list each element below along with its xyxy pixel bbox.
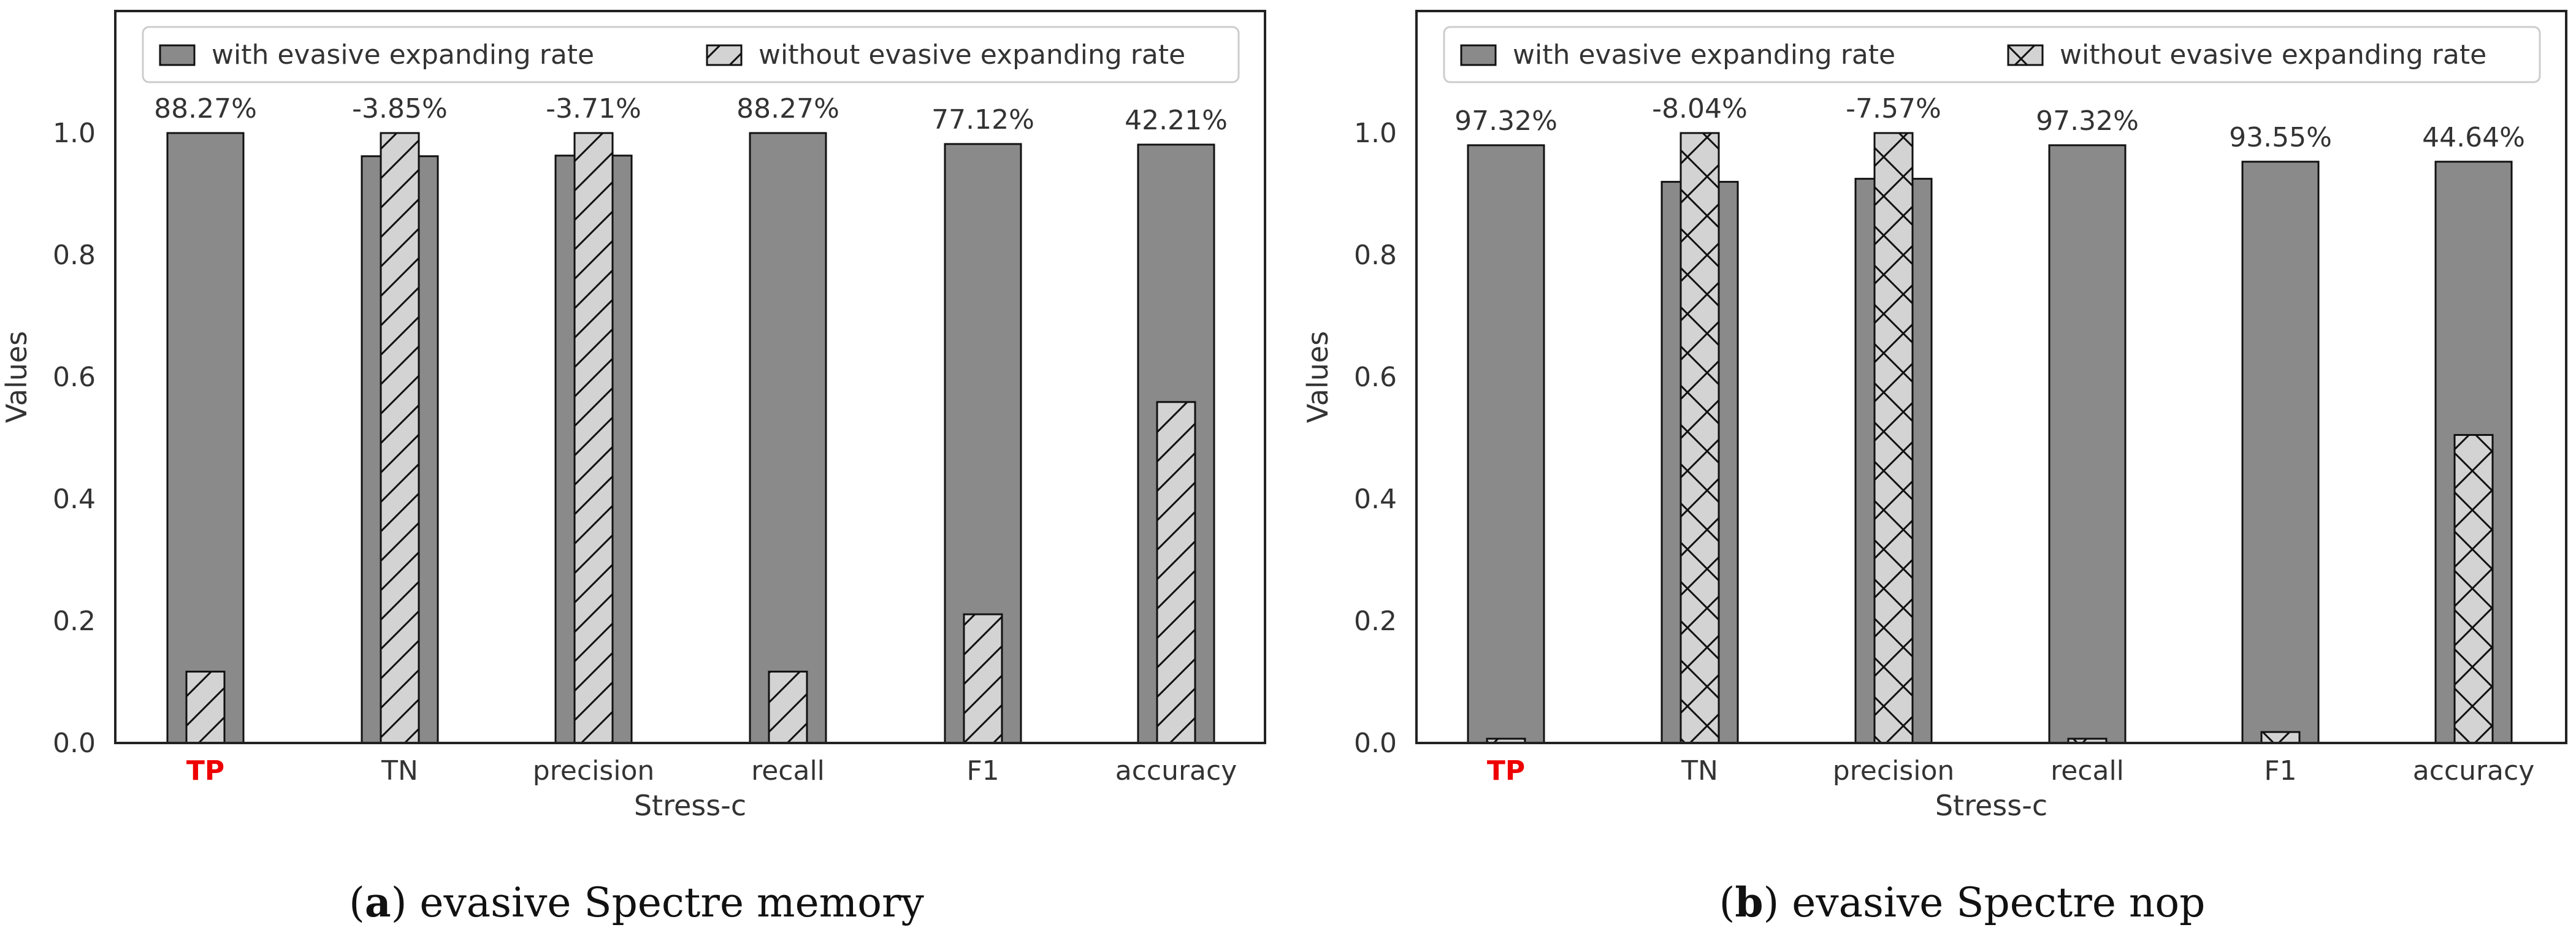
y-tick-label: 0.0: [1354, 728, 1397, 759]
y-tick-label: 0.2: [1354, 606, 1397, 637]
bar-without-accuracy: [1156, 401, 1196, 744]
y-tick-label: 0.6: [53, 362, 96, 393]
bar-label-F1: 93.55%: [2229, 122, 2332, 153]
bar-without-accuracy: [2453, 434, 2494, 744]
x-tick-label-TP: TP: [1487, 755, 1525, 787]
y-tick-label: 0.4: [53, 484, 96, 515]
caption-letter: a: [365, 878, 391, 926]
caption-description: ) evasive Spectre memory: [391, 879, 925, 926]
caption-open: (: [349, 879, 365, 926]
x-tick-label-F1: F1: [2264, 755, 2296, 787]
x-tick-label-precision: precision: [533, 755, 655, 787]
bar-without-TP: [185, 671, 226, 744]
x-tick-label-TN: TN: [381, 755, 418, 787]
bar-label-recall: 97.32%: [2036, 105, 2139, 137]
legend-label-with: with evasive expanding rate: [1513, 39, 1895, 70]
bar-without-TN: [1680, 132, 1720, 744]
legend-box: [142, 26, 1240, 83]
legend-label-with: with evasive expanding rate: [212, 39, 594, 70]
x-tick-label-precision: precision: [1833, 755, 1955, 787]
bar-label-precision: -7.57%: [1846, 93, 1941, 124]
bar-label-accuracy: 44.64%: [2422, 122, 2525, 153]
x-tick-label-TP: TP: [186, 755, 224, 787]
chart-panel-a: 88.27% TP -3.85% TN -3.71% precision 88.27% rec…: [0, 10, 1266, 926]
x-tick-label-accuracy: accuracy: [2413, 755, 2535, 787]
x-tick-label-recall: recall: [2050, 755, 2124, 787]
bar-label-TN: -8.04%: [1652, 93, 1748, 124]
x-axis-label: Stress-c: [1935, 789, 2047, 822]
axes-frame: [114, 10, 1266, 744]
bar-with-TP: [166, 132, 245, 744]
legend-swatch-with: [1460, 44, 1497, 66]
y-tick-label: 0.8: [53, 240, 96, 271]
bar-without-F1: [963, 613, 1003, 744]
caption-letter: b: [1735, 878, 1763, 926]
bar-label-recall: 88.27%: [736, 93, 839, 124]
x-axis-label: Stress-c: [634, 789, 746, 822]
legend-label-without: without evasive expanding rate: [2060, 39, 2486, 70]
axes-frame: [1415, 10, 2567, 744]
bar-label-TN: -3.85%: [352, 93, 448, 124]
y-tick-label: 0.8: [1354, 240, 1397, 271]
bar-with-F1: [2241, 161, 2320, 744]
legend-label-without: without evasive expanding rate: [759, 39, 1185, 70]
caption-open: (: [1719, 879, 1735, 926]
legend-swatch-with: [159, 44, 196, 66]
y-tick-label: 0.4: [1354, 484, 1397, 515]
bar-without-precision: [573, 132, 614, 744]
bar-without-TN: [380, 132, 420, 744]
bar-with-TP: [1467, 144, 1545, 744]
bar-label-accuracy: 42.21%: [1125, 105, 1228, 136]
legend-box: [1443, 26, 2541, 83]
y-axis-label: Values: [1301, 331, 1334, 423]
caption-description: ) evasive Spectre nop: [1764, 879, 2206, 926]
chart-panel-b: 97.32% TP -8.04% TN -7.57% precision 97.32% rec…: [1301, 10, 2567, 926]
bar-without-recall: [768, 671, 808, 744]
figure-caption: (a) evasive Spectre memory: [349, 878, 924, 926]
bar-label-TP: 97.32%: [1454, 105, 1557, 137]
y-tick-label: 0.6: [1354, 362, 1397, 393]
bar-without-precision: [1873, 132, 1914, 744]
x-tick-label-F1: F1: [966, 755, 999, 787]
bar-without-F1: [2260, 731, 2301, 744]
y-tick-label: 0.2: [53, 606, 96, 637]
y-tick-label: 1.0: [53, 118, 96, 149]
bar-with-recall: [2048, 144, 2127, 744]
figure-caption: (b) evasive Spectre nop: [1719, 878, 2206, 926]
y-tick-label: 0.0: [53, 728, 96, 759]
bar-with-recall: [749, 132, 827, 744]
y-axis-label: Values: [0, 331, 33, 423]
bar-label-F1: 77.12%: [931, 104, 1034, 135]
bar-label-precision: -3.71%: [546, 93, 641, 124]
bar-label-TP: 88.27%: [154, 93, 257, 124]
x-tick-label-accuracy: accuracy: [1115, 755, 1237, 787]
legend-swatch-without: [2007, 44, 2044, 66]
bar-with-F1: [944, 143, 1022, 744]
x-tick-label-TN: TN: [1681, 755, 1718, 787]
x-tick-label-recall: recall: [751, 755, 825, 787]
legend-swatch-without: [706, 44, 743, 66]
y-tick-label: 1.0: [1354, 118, 1397, 149]
